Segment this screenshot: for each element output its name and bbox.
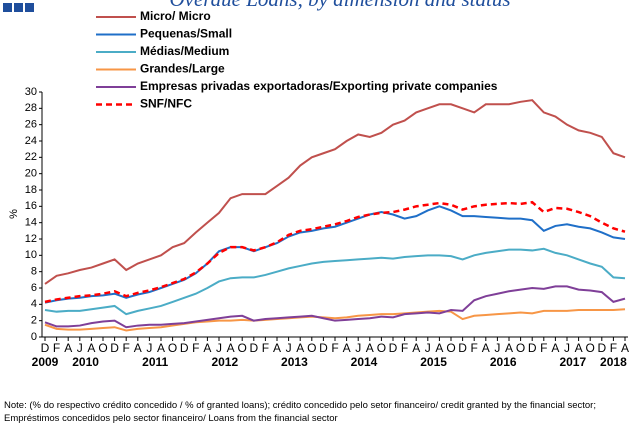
y-tick-label: 10	[25, 249, 37, 261]
logo-square	[25, 3, 34, 12]
x-tick-label: J	[564, 341, 570, 355]
series-line	[44, 285, 626, 329]
y-tick-label: 0	[31, 331, 37, 343]
x-tick-label: A	[435, 341, 443, 355]
x-tick-label: J	[286, 341, 292, 355]
year-label: 2018	[600, 355, 627, 369]
x-tick-label: D	[389, 341, 398, 355]
x-tick-label: A	[482, 341, 490, 355]
x-tick-label: A	[227, 341, 235, 355]
x-tick-label: A	[273, 341, 281, 355]
chart: Overdue Loans, by dimension and status %…	[3, 0, 629, 369]
x-tick-label: F	[401, 341, 408, 355]
year-label: 2011	[142, 355, 168, 369]
year-label: 2015	[420, 355, 447, 369]
year-label: 2016	[490, 355, 517, 369]
x-tick-label: O	[168, 341, 177, 355]
x-tick-label: D	[319, 341, 328, 355]
x-tick-label: A	[296, 341, 304, 355]
legend-label: Micro/ Micro	[140, 9, 211, 23]
y-tick-label: 28	[25, 102, 37, 114]
x-tick-label: F	[262, 341, 269, 355]
x-tick-label: A	[505, 341, 513, 355]
chart-title: Overdue Loans, by dimension and status	[169, 0, 510, 11]
series-line	[44, 205, 626, 304]
x-tick-label: D	[597, 341, 606, 355]
x-tick-label: F	[192, 341, 199, 355]
x-tick-label: J	[425, 341, 431, 355]
x-tick-label: A	[157, 341, 165, 355]
y-axis-label: %	[8, 209, 20, 219]
x-tick-label: F	[471, 341, 478, 355]
x-tick-label: J	[146, 341, 152, 355]
x-tick-label: D	[110, 341, 119, 355]
x-tick-label: A	[134, 341, 142, 355]
legend-label: Empresas privadas exportadoras/Exporting…	[140, 79, 498, 93]
x-tick-label: A	[621, 341, 629, 355]
x-tick-label: O	[377, 341, 386, 355]
y-tick-label: 8	[31, 266, 37, 278]
series-line	[44, 308, 626, 332]
y-tick-label: 4	[31, 298, 37, 310]
series-line	[44, 200, 626, 304]
series-line	[44, 247, 626, 316]
note: Note: (% do respectivo crédito concedido…	[4, 400, 596, 424]
year-label: 2009	[32, 355, 59, 369]
x-tick-label: O	[586, 341, 595, 355]
x-tick-label: F	[540, 341, 547, 355]
x-tick-label: F	[610, 341, 617, 355]
x-tick-label: D	[180, 341, 189, 355]
legend-label: Médias/Medium	[140, 44, 229, 58]
legend-label: Grandes/Large	[140, 62, 225, 76]
x-tick-label: D	[528, 341, 537, 355]
x-tick-label: O	[516, 341, 525, 355]
x-tick-label: D	[458, 341, 467, 355]
y-tick-label: 6	[31, 282, 37, 294]
x-tick-label: O	[446, 341, 455, 355]
x-tick-label: J	[77, 341, 83, 355]
x-tick-label: J	[216, 341, 222, 355]
x-tick-label: A	[64, 341, 72, 355]
logo-square	[14, 3, 23, 12]
x-tick-label: A	[575, 341, 583, 355]
year-label: 2017	[559, 355, 586, 369]
y-tick-label: 18	[25, 184, 37, 196]
x-tick-label: A	[412, 341, 420, 355]
y-tick-label: 2	[31, 315, 37, 327]
x-tick-label: O	[98, 341, 107, 355]
x-tick-label: O	[238, 341, 247, 355]
x-tick-label: F	[53, 341, 60, 355]
x-tick-label: J	[355, 341, 361, 355]
year-label: 2012	[211, 355, 238, 369]
series-line	[44, 99, 626, 285]
year-label: 2010	[72, 355, 99, 369]
x-tick-label: A	[343, 341, 351, 355]
y-tick-label: 26	[25, 119, 37, 131]
x-tick-label: A	[87, 341, 95, 355]
legend-label: Pequenas/Small	[140, 27, 232, 41]
x-tick-label: D	[41, 341, 50, 355]
y-tick-label: 30	[25, 86, 37, 98]
y-tick-label: 14	[25, 217, 37, 229]
x-tick-label: F	[331, 341, 338, 355]
year-label: 2014	[351, 355, 378, 369]
x-tick-label: D	[249, 341, 258, 355]
x-tick-label: A	[203, 341, 211, 355]
y-tick-label: 12	[25, 233, 37, 245]
y-tick-label: 22	[25, 151, 37, 163]
x-tick-label: O	[307, 341, 316, 355]
logo-square	[3, 3, 12, 12]
x-tick-label: A	[366, 341, 374, 355]
legend-label: SNF/NFC	[140, 97, 192, 111]
x-tick-label: J	[494, 341, 500, 355]
year-label: 2013	[281, 355, 308, 369]
x-tick-label: F	[123, 341, 130, 355]
y-tick-label: 24	[25, 135, 37, 147]
y-tick-label: 16	[25, 200, 37, 212]
x-tick-label: A	[551, 341, 559, 355]
y-tick-label: 20	[25, 168, 37, 180]
